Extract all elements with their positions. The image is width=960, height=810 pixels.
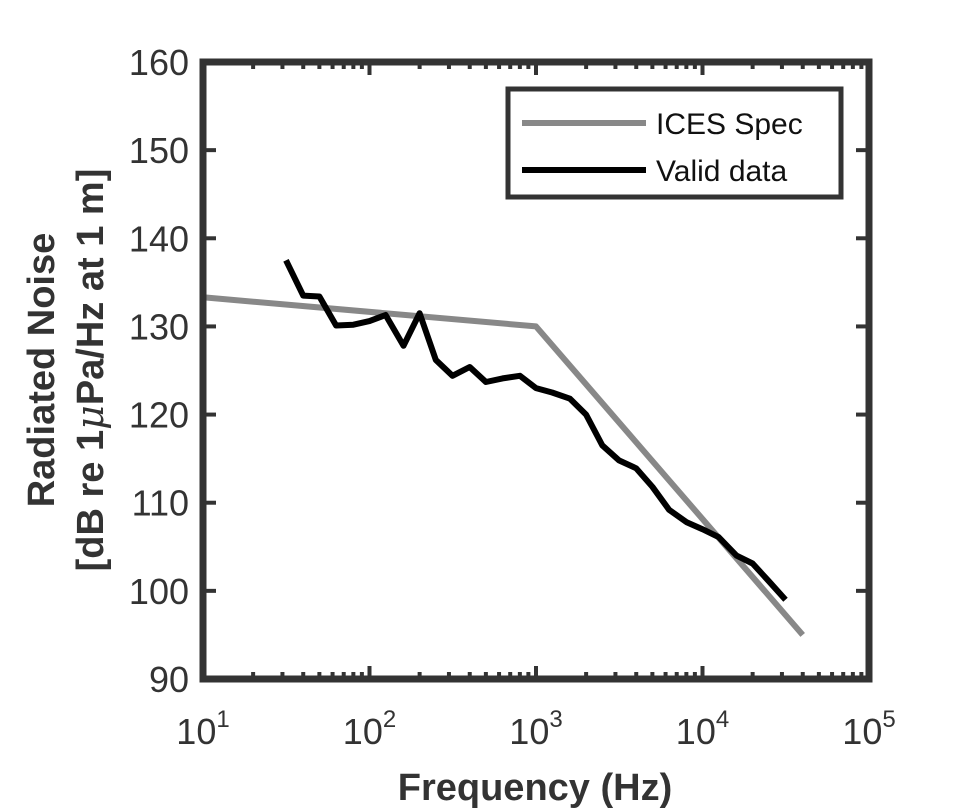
x-axis-label: Frequency (Hz) — [398, 767, 672, 809]
y-axis-label-2: [dB re 1μPa/Hz at 1 m] — [68, 169, 112, 572]
x-tick-label-exponent: 2 — [383, 706, 396, 733]
y-tick-label: 140 — [129, 218, 189, 259]
y-axis-label-line1: Radiated Noise — [21, 233, 63, 508]
legend-label-ices-spec: ICES Spec — [656, 108, 803, 141]
y-tick-label: 110 — [132, 483, 189, 524]
y-tick-labels: 90 100 110 120 130 140 150 160 — [129, 42, 189, 700]
plot-frame — [199, 58, 873, 683]
y-axis-label-line2: [dB re 1μPa/Hz at 1 m] — [68, 169, 112, 572]
legend-label-valid-data: Valid data — [656, 155, 788, 188]
y-tick-label: 130 — [129, 306, 189, 347]
x-tick-label: 104 — [676, 706, 729, 752]
y-axis-label-mu: μ — [68, 405, 112, 430]
y-axis-label: Radiated Noise — [21, 233, 63, 508]
y-tick-label: 160 — [129, 42, 189, 83]
x-tick-label: 103 — [509, 706, 562, 752]
y-tick-label: 150 — [129, 130, 189, 171]
y-axis-label-line2-suffix: Pa/Hz at 1 m] — [70, 169, 112, 406]
x-tick-label-base: 10 — [842, 711, 882, 752]
x-tick-label-exponent: 4 — [716, 706, 729, 733]
x-tick-label-exponent: 5 — [882, 706, 895, 733]
x-tick-label-exponent: 3 — [549, 706, 562, 733]
y-tick-label: 90 — [149, 659, 189, 700]
x-tick-label: 101 — [176, 706, 229, 752]
x-tick-label: 102 — [343, 706, 396, 752]
x-tick-label-base: 10 — [343, 711, 383, 752]
x-tick-label-base: 10 — [676, 711, 716, 752]
series-line-valid-data — [283, 258, 788, 602]
legend-box — [505, 86, 844, 200]
x-tick-label: 105 — [842, 706, 895, 752]
series-layer — [202, 258, 805, 637]
y-tick-label: 100 — [129, 571, 189, 612]
y-tick-label: 120 — [129, 395, 189, 436]
x-tick-label-base: 10 — [176, 711, 216, 752]
x-tick-labels: 101 102 103 104 105 — [176, 706, 895, 752]
x-tick-label-base: 10 — [509, 711, 549, 752]
y-axis-label-line2-prefix: [dB re 1 — [70, 430, 112, 571]
legend: ICES Spec Valid data — [505, 86, 844, 200]
x-tick-label-exponent: 1 — [216, 706, 229, 733]
